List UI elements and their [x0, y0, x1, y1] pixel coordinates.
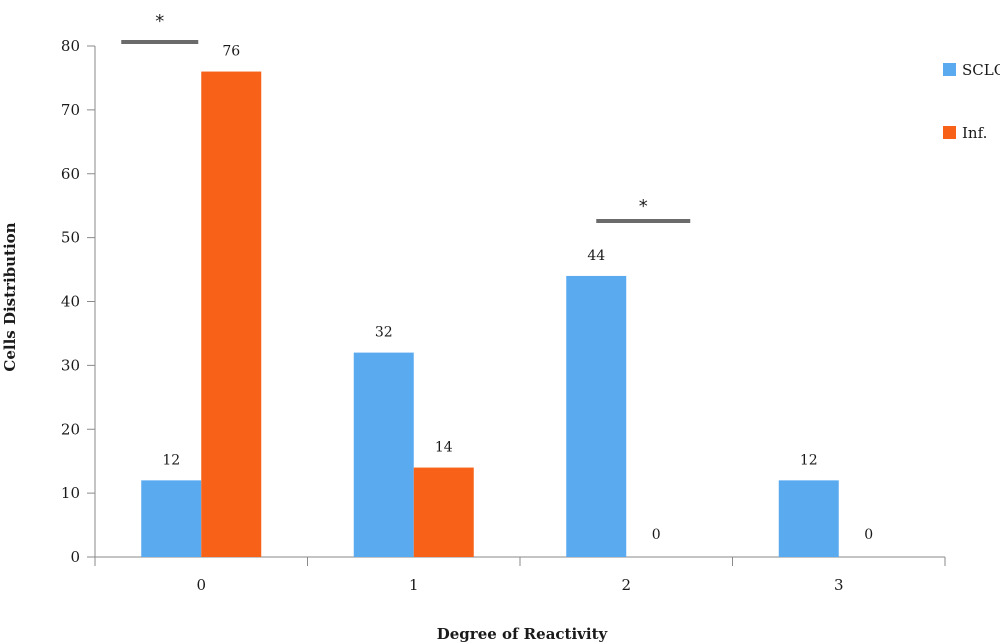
data-label: 12 — [800, 452, 818, 468]
data-label: 76 — [222, 44, 240, 60]
y-tick-label: 20 — [61, 420, 80, 438]
y-tick-label: 50 — [61, 229, 80, 247]
legend-label-sclc: SCLC — [962, 61, 1000, 79]
data-label: 12 — [162, 452, 180, 468]
significance-star: * — [155, 11, 164, 32]
bar-sclc — [778, 480, 839, 557]
x-tick-label: 3 — [834, 576, 844, 594]
x-tick-label: 0 — [196, 576, 206, 594]
legend-label-inf: Inf. — [962, 124, 987, 142]
bar-inf — [201, 71, 262, 558]
legend-swatch-inf — [943, 126, 956, 139]
y-tick-label: 80 — [61, 37, 80, 55]
significance-marks: ** — [121, 11, 691, 223]
legend-swatch-sclc — [943, 63, 956, 76]
y-axis-title: Cells Distribution — [1, 222, 19, 371]
legend: SCLC Inf. — [943, 61, 1000, 142]
y-tick-label: 30 — [61, 356, 80, 374]
x-axis-title: Degree of Reactivity — [437, 625, 609, 643]
data-labels: 12 76 32 14 44 0 12 0 — [162, 44, 873, 543]
data-label: 0 — [864, 527, 873, 543]
data-label: 44 — [587, 248, 605, 264]
y-axis: 0 10 20 30 40 50 60 70 80 — [61, 37, 96, 566]
x-tick-label: 1 — [409, 576, 419, 594]
bar-sclc — [353, 352, 414, 557]
y-tick-label: 70 — [61, 101, 80, 119]
significance-star: * — [639, 196, 648, 217]
y-tick-label: 0 — [70, 548, 80, 566]
data-label: 0 — [652, 527, 661, 543]
data-label: 14 — [435, 440, 453, 456]
data-label: 32 — [375, 325, 393, 341]
y-tick-label: 10 — [61, 484, 80, 502]
bar-sclc — [141, 480, 202, 557]
x-axis: 0 1 2 3 — [94, 556, 946, 594]
x-tick-label: 2 — [621, 576, 631, 594]
y-tick-label: 60 — [61, 165, 80, 183]
y-tick-label: 40 — [61, 293, 80, 311]
bars — [141, 71, 839, 558]
bar-sclc — [566, 275, 627, 557]
bar-inf — [413, 467, 474, 557]
